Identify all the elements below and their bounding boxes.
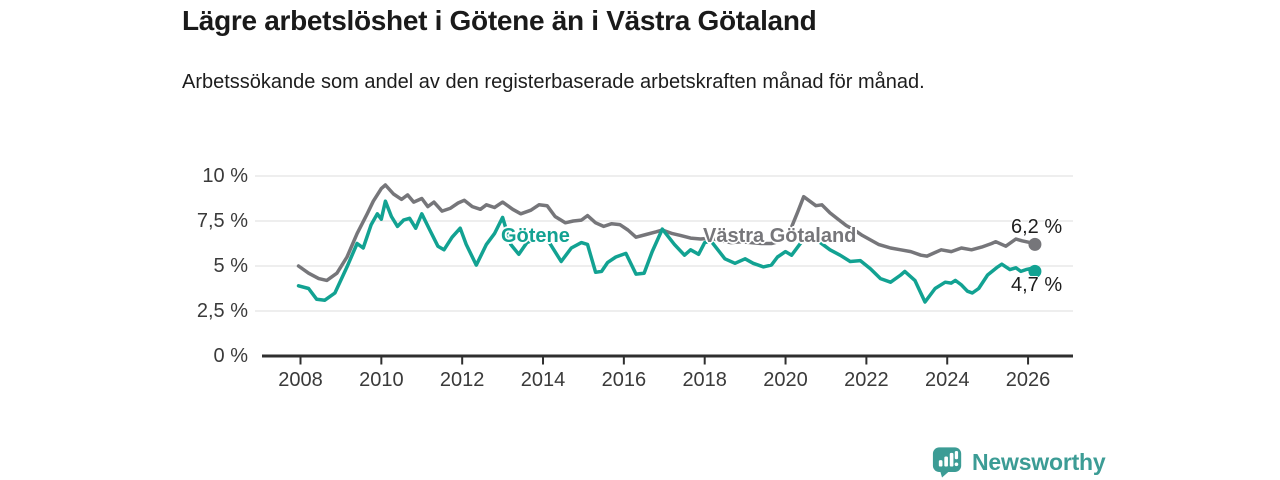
y-axis-label: 10 % bbox=[202, 165, 248, 187]
chart-subtitle: Arbetssökande som andel av den registerb… bbox=[182, 71, 925, 93]
page-title: Lägre arbetslöshet i Götene än i Västra … bbox=[182, 5, 817, 36]
newsworthy-logo-text: Newsworthy bbox=[972, 448, 1106, 475]
x-axis-label: 2020 bbox=[763, 369, 808, 391]
series-line-gotene bbox=[296, 199, 1037, 304]
y-axis-label: 5 % bbox=[213, 255, 248, 277]
x-axis-label: 2012 bbox=[439, 369, 485, 391]
end-value-label-gotene: 4,7 % bbox=[1011, 274, 1063, 296]
x-axis-label: 2010 bbox=[359, 369, 404, 391]
series-label-vastra-gotaland: Västra Götaland bbox=[703, 225, 857, 247]
end-dot-gotene bbox=[1028, 264, 1042, 278]
newsworthy-logo[interactable]: Newsworthy bbox=[932, 445, 1106, 479]
end-value-label-vastra-gotaland: 6,2 % bbox=[1011, 216, 1063, 238]
y-axis-label: 0 % bbox=[213, 345, 248, 367]
x-axis-label: 2022 bbox=[844, 369, 889, 391]
x-axis-label: 2018 bbox=[682, 369, 727, 391]
x-axis-label: 2026 bbox=[1005, 369, 1051, 391]
series-line-vastra-gotaland bbox=[296, 183, 1037, 283]
x-axis-label: 2008 bbox=[278, 369, 323, 391]
x-axis-label: 2014 bbox=[520, 369, 566, 391]
x-axis-label: 2016 bbox=[601, 369, 647, 391]
series-label-gotene: Götene bbox=[501, 225, 570, 247]
newsworthy-logo-icon bbox=[932, 447, 962, 478]
y-axis-label: 2,5 % bbox=[196, 300, 248, 322]
x-axis-label: 2024 bbox=[924, 369, 970, 391]
end-dot-vastra-gotaland bbox=[1028, 237, 1042, 251]
y-axis-label: 7,5 % bbox=[196, 210, 248, 232]
